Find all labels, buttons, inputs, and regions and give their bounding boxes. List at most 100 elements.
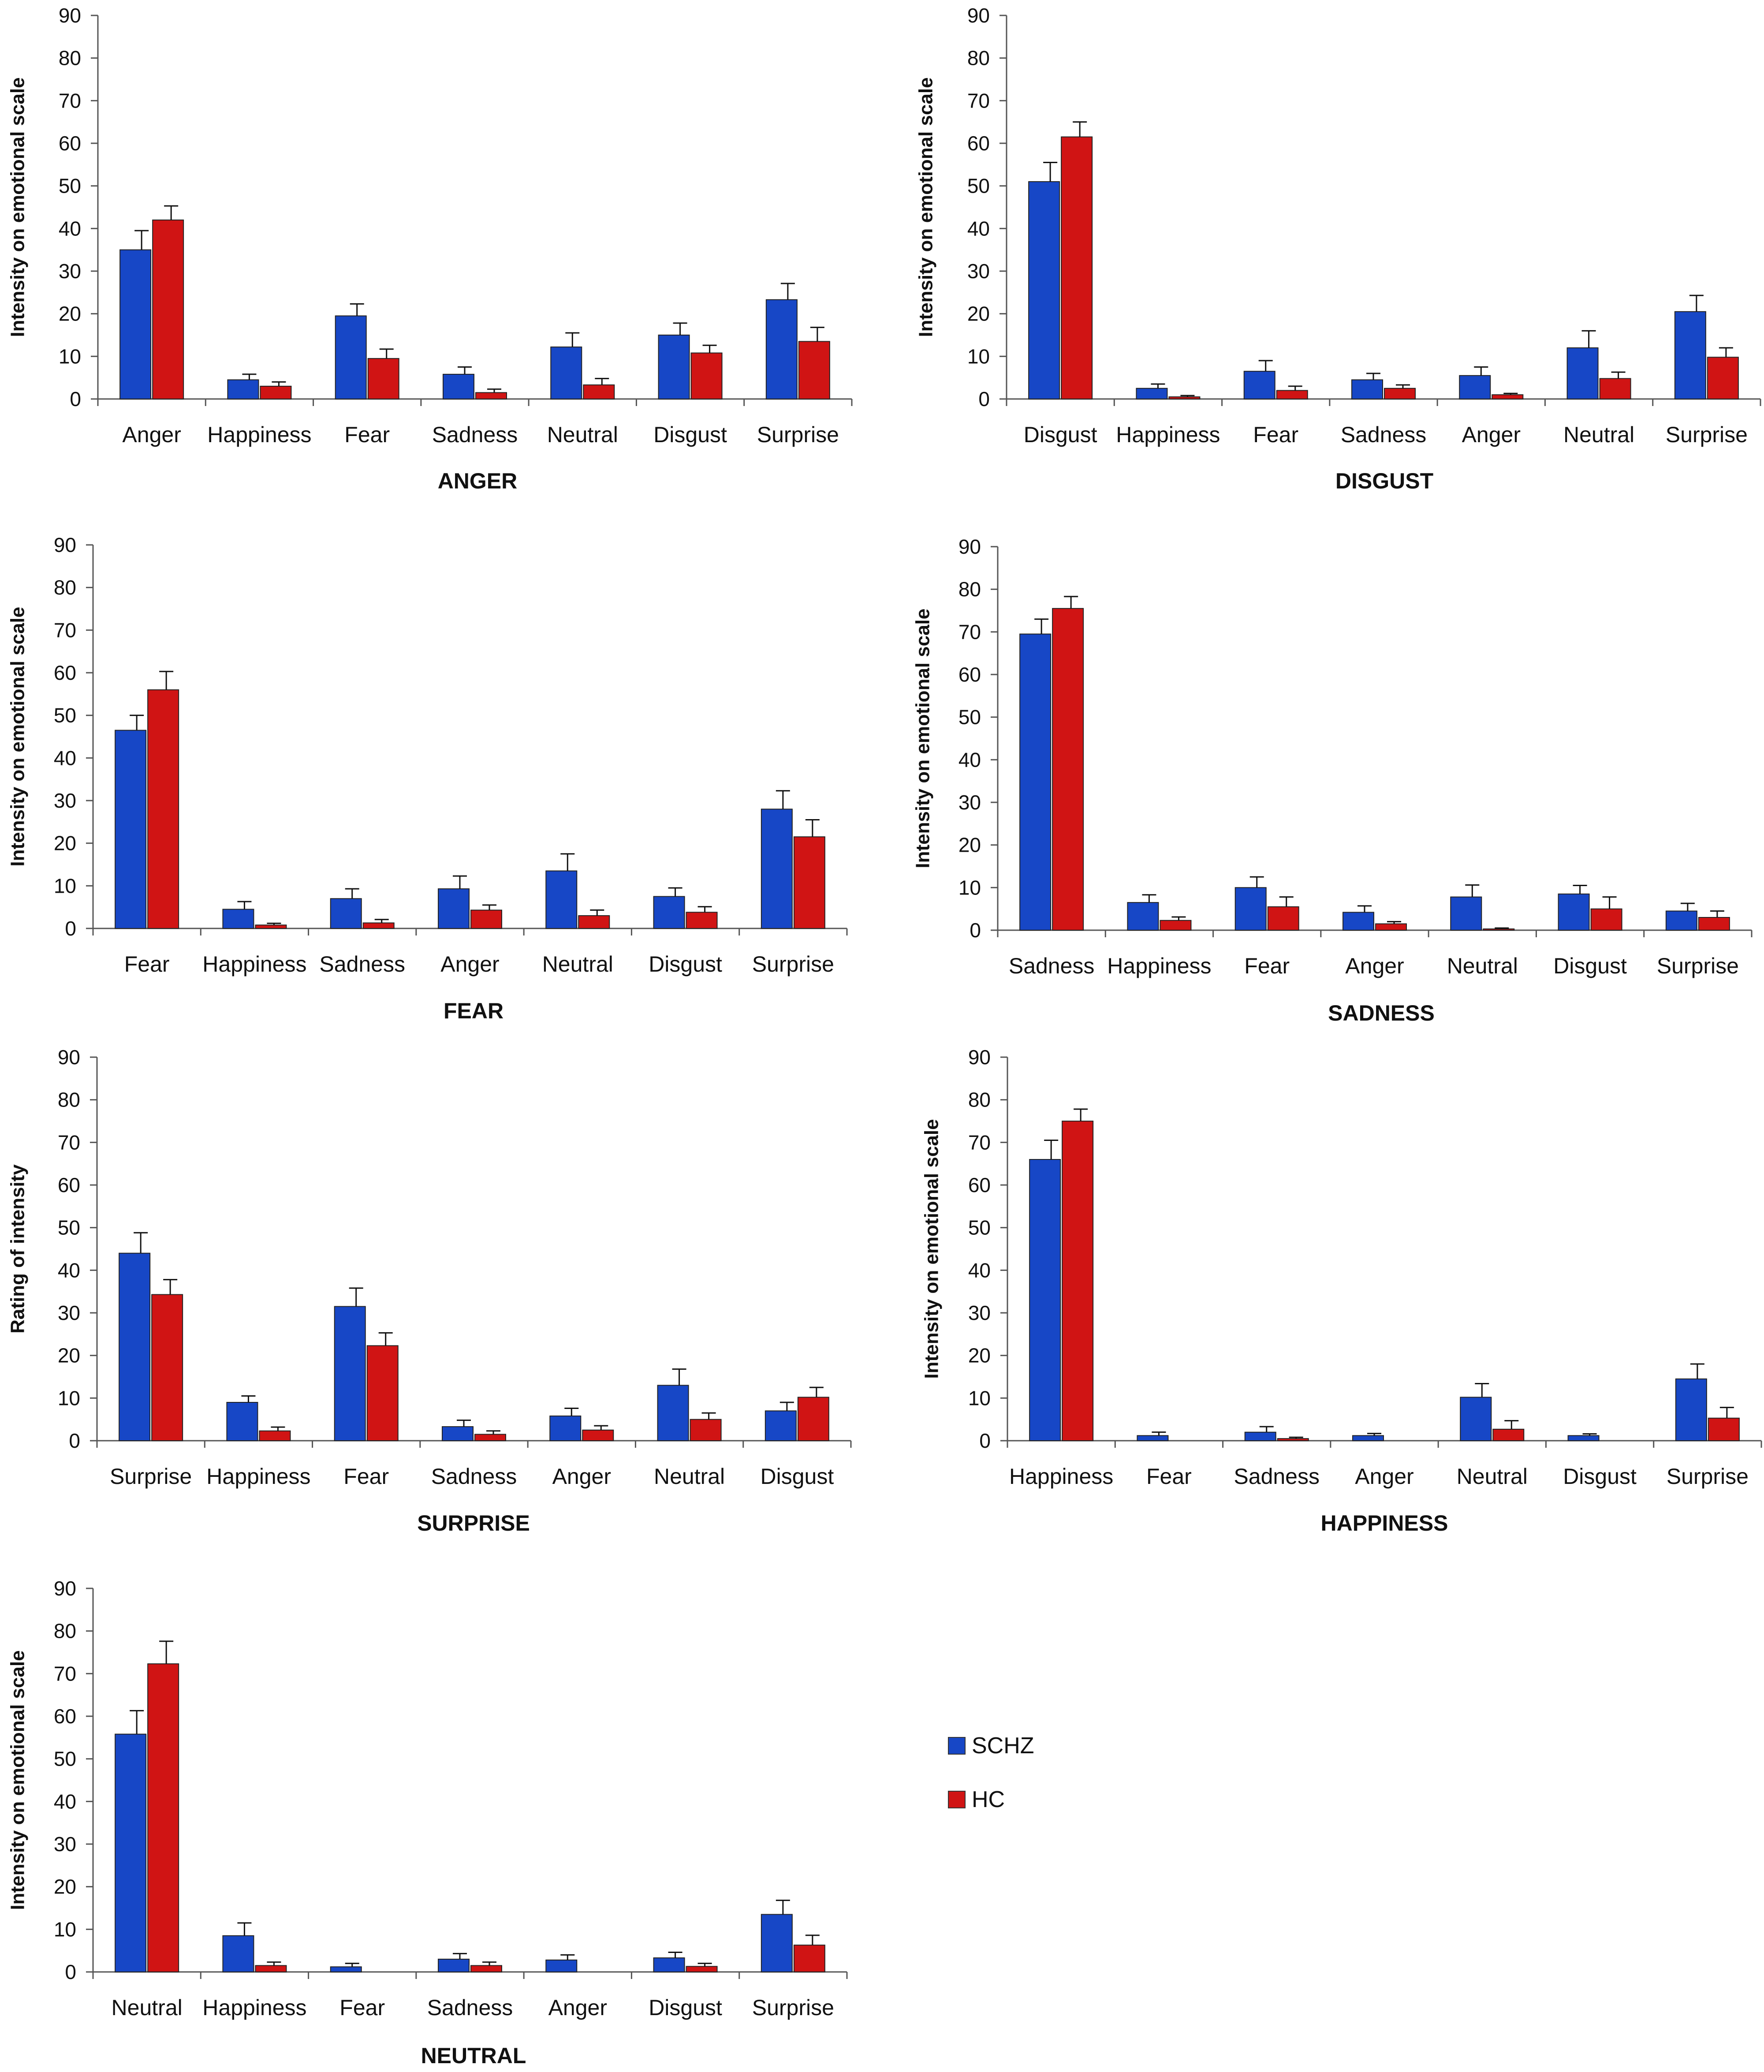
bar-hc (1160, 920, 1192, 931)
legend-swatch-hc (948, 1791, 966, 1808)
y-tick-label: 0 (978, 388, 990, 410)
bar-schz (1244, 1431, 1276, 1442)
y-axis-title: Intensity on emotional scale (7, 77, 29, 337)
bar-hc (147, 1663, 179, 1973)
y-tick-label: 30 (958, 791, 981, 814)
y-tick-label: 30 (58, 1301, 80, 1324)
bar-schz (761, 1914, 793, 1972)
y-tick-label: 90 (968, 1046, 991, 1069)
bar-schz (545, 1959, 578, 1972)
y-tick-label: 90 (54, 1577, 76, 1600)
y-tick-label: 90 (967, 4, 990, 27)
legend-item-schz: SCHZ (948, 1733, 1034, 1759)
x-tick-label: Surprise (1657, 954, 1739, 978)
x-tick-label: Sadness (319, 952, 405, 976)
bar-hc (797, 1397, 829, 1441)
chart-title: SURPRISE (417, 1511, 530, 1535)
y-tick-label: 30 (54, 1833, 76, 1856)
y-axis-title: Intensity on emotional scale (7, 1650, 29, 1910)
y-tick-label: 70 (58, 1131, 80, 1154)
bar-hc (578, 915, 610, 929)
bar-hc (1062, 1121, 1094, 1441)
bar-hc (260, 386, 292, 399)
y-tick-label: 10 (967, 345, 990, 368)
bar-schz (334, 1306, 366, 1441)
bar-schz (653, 1957, 685, 1973)
bar-schz (119, 1252, 151, 1442)
x-tick-label: Sadness (427, 1995, 513, 2020)
y-tick-label: 50 (59, 175, 81, 198)
bar-hc (362, 922, 395, 929)
bar-hc (474, 1434, 506, 1441)
y-tick-label: 80 (58, 1088, 80, 1111)
bar-hc (1707, 357, 1739, 399)
bar-hc (1599, 378, 1631, 399)
y-tick-label: 0 (65, 1960, 76, 1983)
y-tick-label: 70 (958, 620, 981, 643)
bar-schz (1674, 311, 1706, 399)
bar-hc (1267, 906, 1299, 931)
y-tick-label: 70 (54, 1662, 76, 1685)
x-tick-label: Neutral (1563, 422, 1634, 447)
bar-schz (1459, 375, 1491, 399)
x-tick-label: Happiness (202, 952, 306, 976)
x-tick-label: Anger (1462, 422, 1521, 447)
x-tick-label: Sadness (1341, 422, 1427, 447)
y-tick-label: 40 (58, 1259, 80, 1282)
y-axis-title: Rating of intensity (7, 1164, 29, 1334)
x-tick-label: Anger (552, 1464, 611, 1489)
y-tick-label: 50 (958, 706, 981, 729)
bar-schz (653, 896, 685, 929)
x-tick-label: Neutral (1457, 1464, 1528, 1489)
bar-schz (443, 373, 474, 400)
chart-title: DISGUST (1335, 469, 1433, 493)
y-tick-label: 20 (59, 302, 81, 325)
y-tick-label: 60 (967, 132, 990, 155)
bar-schz (1675, 1378, 1707, 1441)
x-tick-label: Fear (344, 422, 390, 447)
bar-hc (793, 1945, 825, 1973)
x-tick-label: Fear (124, 952, 170, 976)
bar-schz (330, 1966, 362, 1972)
chart-sadness: 0 10 20 30 40 50 60 70 80 90 Intensity on emotiona… (912, 535, 1753, 1025)
x-tick-label: Surprise (752, 952, 834, 976)
chart-neutral: 0 10 20 30 40 50 60 70 80 90 Intensity on emotiona… (7, 1577, 848, 2068)
legend: SCHZ HC (948, 1733, 1034, 1840)
bar-hc (1375, 923, 1407, 931)
y-tick-label: 40 (958, 748, 981, 771)
bar-hc (255, 924, 287, 929)
y-tick-label: 90 (59, 4, 81, 27)
bar-schz (1028, 181, 1060, 399)
y-axis-title: Intensity on emotional scale (912, 608, 934, 868)
bar-hc (1590, 908, 1622, 931)
bar-hc (1061, 136, 1093, 399)
bar-hc (793, 836, 825, 929)
x-tick-label: Happiness (202, 1995, 306, 2020)
x-tick-label: Neutral (654, 1464, 725, 1489)
x-tick-label: Disgust (760, 1464, 834, 1489)
bar-hc (582, 1429, 614, 1441)
bar-hc (690, 1419, 722, 1442)
y-tick-label: 10 (54, 874, 76, 897)
bar-hc (1276, 390, 1308, 400)
bar-schz (550, 347, 582, 399)
chart-title: FEAR (444, 999, 503, 1023)
y-tick-label: 40 (967, 217, 990, 240)
y-tick-label: 0 (69, 1429, 80, 1452)
x-tick-label: Surprise (752, 1995, 834, 2020)
x-tick-label: Happiness (1009, 1464, 1113, 1489)
chart-happiness: 0 10 20 30 40 50 60 70 80 90 Intensity on emotiona… (921, 1046, 1762, 1535)
bar-hc (470, 909, 502, 929)
x-tick-label: Surprise (1666, 422, 1748, 447)
bar-schz (1127, 902, 1159, 931)
y-tick-label: 20 (58, 1344, 80, 1367)
x-tick-label: Sadness (1009, 954, 1095, 978)
y-tick-label: 0 (70, 388, 81, 410)
y-tick-label: 20 (968, 1344, 991, 1367)
x-tick-label: Disgust (1563, 1464, 1637, 1489)
y-tick-label: 90 (958, 535, 981, 558)
y-tick-label: 50 (58, 1216, 80, 1239)
y-tick-label: 80 (54, 576, 76, 599)
y-tick-label: 80 (54, 1620, 76, 1643)
x-tick-label: Anger (440, 952, 499, 976)
